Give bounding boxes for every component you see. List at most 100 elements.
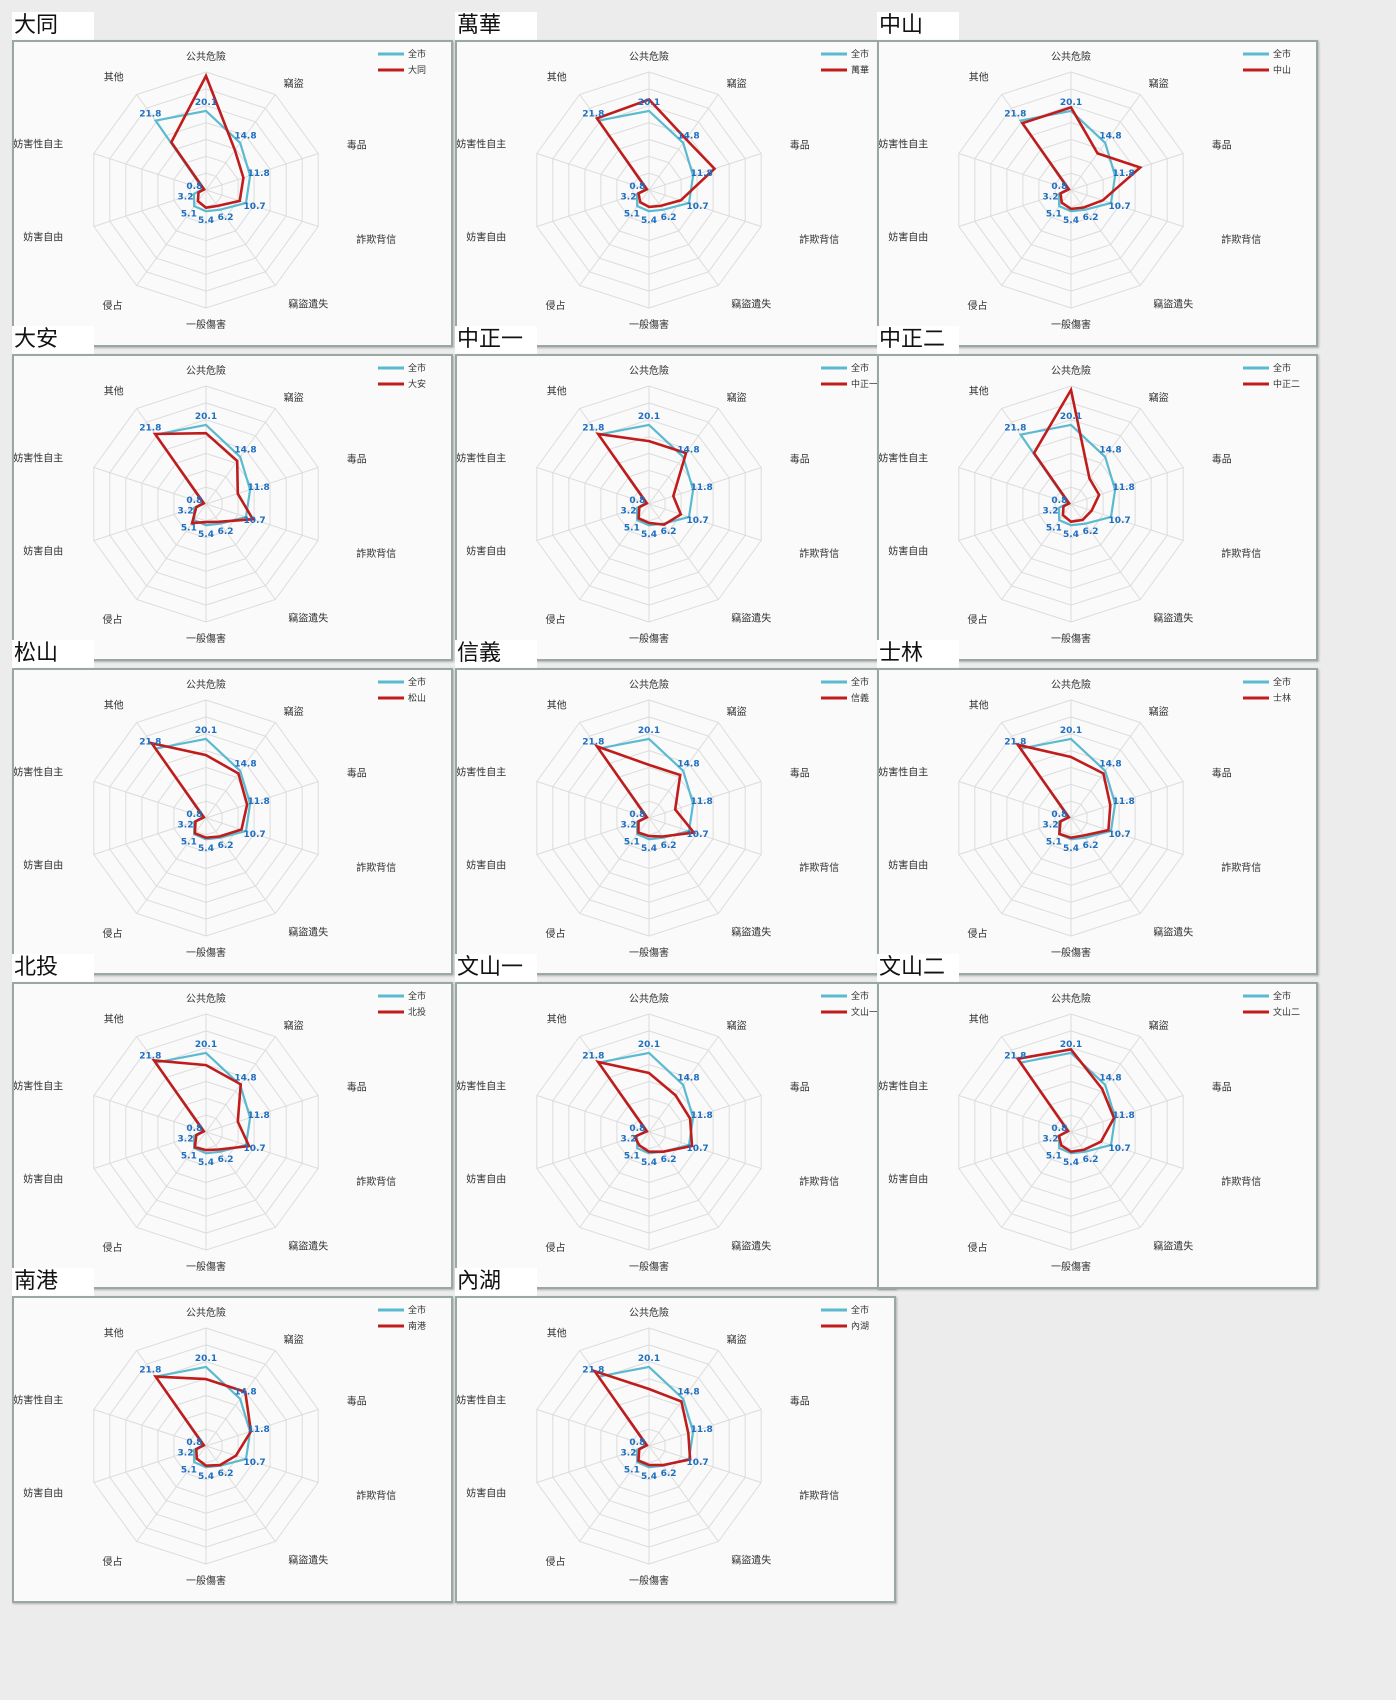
axis-label: 妨害自由 xyxy=(23,858,63,871)
axis-label: 其他 xyxy=(969,385,989,398)
axis-label: 毒品 xyxy=(347,138,367,151)
radar-chart: 20.1 14.8 11.8 10.7 6.2 5.45.1 3.20.8 21.8 公共危險竊… xyxy=(879,984,1316,1287)
value-label: 21.8 xyxy=(582,737,604,747)
value-label: 10.7 xyxy=(686,516,708,526)
city-series-line xyxy=(599,111,694,211)
value-label: 3.2 xyxy=(178,507,194,517)
axis-label: 妨害自由 xyxy=(888,230,928,243)
axis-label: 一般傷害 xyxy=(1051,1260,1091,1273)
axis-label: 毒品 xyxy=(1212,766,1232,779)
axis-label: 侵占 xyxy=(546,613,566,626)
axis-label: 詐欺背信 xyxy=(799,547,839,560)
value-label: 20.1 xyxy=(638,1040,660,1050)
axis-label: 毒品 xyxy=(347,1394,367,1407)
city-series-line xyxy=(1021,1053,1116,1153)
value-label: 21.8 xyxy=(582,1051,604,1061)
value-label: 3.2 xyxy=(1043,507,1059,517)
district-title: 南港 xyxy=(12,1268,94,1296)
axis-label: 詐欺背信 xyxy=(356,547,396,560)
value-label: 10.7 xyxy=(243,202,265,212)
legend-district-label: 中正二 xyxy=(1273,378,1300,390)
legend-district-label: 文山二 xyxy=(1273,1006,1300,1018)
value-label: 21.8 xyxy=(139,1051,161,1061)
value-label: 21.8 xyxy=(139,109,161,119)
value-label: 0.8 xyxy=(629,182,645,192)
legend-district-label: 松山 xyxy=(408,692,426,704)
value-label: 11.8 xyxy=(1113,483,1135,493)
legend-district-label: 內湖 xyxy=(851,1321,869,1332)
legend-city-label: 全市 xyxy=(1273,48,1291,60)
legend-city-label: 全市 xyxy=(851,362,869,374)
axis-label: 竊盜遺失 xyxy=(1153,925,1193,938)
axis-label: 詐欺背信 xyxy=(356,233,396,246)
value-label: 3.2 xyxy=(178,193,194,203)
axis-label: 竊盜遺失 xyxy=(731,1239,771,1252)
radar-chart-frame: 20.1 14.8 11.8 10.7 6.2 5.4 5.1 3.2 0.8 21.8 公共危險竊… xyxy=(877,40,1318,347)
axis-label: 其他 xyxy=(104,385,124,398)
radar-chart: 20.1 14.8 11.8 10.7 6.2 5.45.1 3.20.8 21.8 公共危險竊… xyxy=(14,356,451,659)
district-chart-panel: 萬華 20.1 14.8 11.8 10.7 6.2 5.4 5.1 3.2 0.8 21.8 公共危… xyxy=(455,12,898,347)
value-label: 5.1 xyxy=(1046,210,1062,220)
value-label: 14.8 xyxy=(234,446,256,456)
axis-label: 其他 xyxy=(547,1013,567,1026)
axis-label: 其他 xyxy=(969,71,989,84)
axis-label: 妨害自由 xyxy=(466,1172,506,1185)
legend-city-label: 全市 xyxy=(1273,362,1291,374)
axis-label: 竊盜 xyxy=(284,1333,304,1346)
axis-label: 侵占 xyxy=(546,1241,566,1254)
axis-label: 公共危險 xyxy=(629,992,669,1005)
city-series-line xyxy=(1021,425,1116,525)
value-label: 10.7 xyxy=(686,830,708,840)
value-label: 10.7 xyxy=(1108,830,1130,840)
legend-city-label: 全市 xyxy=(408,990,426,1002)
legend-city-label: 全市 xyxy=(408,1304,426,1316)
axis-label: 竊盜 xyxy=(284,391,304,404)
radar-chart: 20.1 14.8 11.8 10.7 6.2 5.45.1 3.20.8 21.8 公共危險竊… xyxy=(14,1298,451,1601)
radar-chart: 20.1 14.8 11.8 10.7 6.2 5.45.1 3.20.8 21.8 公共危險竊… xyxy=(457,670,894,973)
district-title: 中山 xyxy=(877,12,959,40)
axis-label: 妨害性自主 xyxy=(14,138,63,151)
axis-label: 其他 xyxy=(969,1013,989,1026)
axis-label: 竊盜遺失 xyxy=(288,1553,328,1566)
city-series-line xyxy=(156,1053,251,1153)
axis-label: 妨害性自主 xyxy=(457,1394,506,1407)
axis-label: 竊盜 xyxy=(727,391,747,404)
axis-label: 妨害性自主 xyxy=(457,766,506,779)
axis-label: 竊盜遺失 xyxy=(288,1239,328,1252)
axis-label: 毒品 xyxy=(347,1080,367,1093)
value-label: 0.8 xyxy=(186,1438,202,1448)
axis-label: 公共危險 xyxy=(186,1306,226,1319)
radar-chart: 20.1 14.8 11.8 10.7 6.2 5.45.1 3.20.8 21.8 公共危險竊… xyxy=(457,42,894,345)
axis-label: 公共危險 xyxy=(186,992,226,1005)
value-label: 20.1 xyxy=(195,98,217,108)
value-label: 21.8 xyxy=(582,109,604,119)
value-label: 3.2 xyxy=(1043,821,1059,831)
district-chart-panel: 中正一 20.1 14.8 11.8 10.7 6.2 5.4 5.1 3.2 0.8 21.8 公共… xyxy=(455,326,898,661)
value-label: 11.8 xyxy=(691,483,713,493)
value-label: 21.8 xyxy=(1004,423,1026,433)
district-title: 大同 xyxy=(12,12,94,40)
value-label: 20.1 xyxy=(195,726,217,736)
value-label: 14.8 xyxy=(1099,132,1121,142)
axis-label: 竊盜 xyxy=(1149,705,1169,718)
value-label: 20.1 xyxy=(1060,98,1082,108)
legend-district-label: 北投 xyxy=(408,1006,426,1018)
axis-label: 竊盜 xyxy=(284,705,304,718)
axis-label: 詐欺背信 xyxy=(1221,861,1261,874)
axis-label: 詐欺背信 xyxy=(1221,233,1261,246)
district-title: 內湖 xyxy=(455,1268,537,1296)
value-label: 10.7 xyxy=(1108,516,1130,526)
axis-label: 竊盜遺失 xyxy=(288,925,328,938)
axis-label: 竊盜 xyxy=(284,1019,304,1032)
axis-label: 竊盜 xyxy=(1149,77,1169,90)
axis-label: 毒品 xyxy=(790,1394,810,1407)
value-label: 11.8 xyxy=(691,1425,713,1435)
axis-label: 侵占 xyxy=(968,1241,988,1254)
axis-label: 竊盜遺失 xyxy=(731,925,771,938)
radar-chart-frame: 20.1 14.8 11.8 10.7 6.2 5.4 5.1 3.2 0.8 21.8 公共危險竊… xyxy=(455,354,896,661)
district-title: 信義 xyxy=(455,640,537,668)
radar-chart: 20.1 14.8 11.8 10.7 6.2 5.45.1 3.20.8 21.8 公共危險竊… xyxy=(879,670,1316,973)
axis-label: 侵占 xyxy=(103,1241,123,1254)
value-label: 3.2 xyxy=(178,1449,194,1459)
value-label: 5.4 xyxy=(641,530,657,540)
